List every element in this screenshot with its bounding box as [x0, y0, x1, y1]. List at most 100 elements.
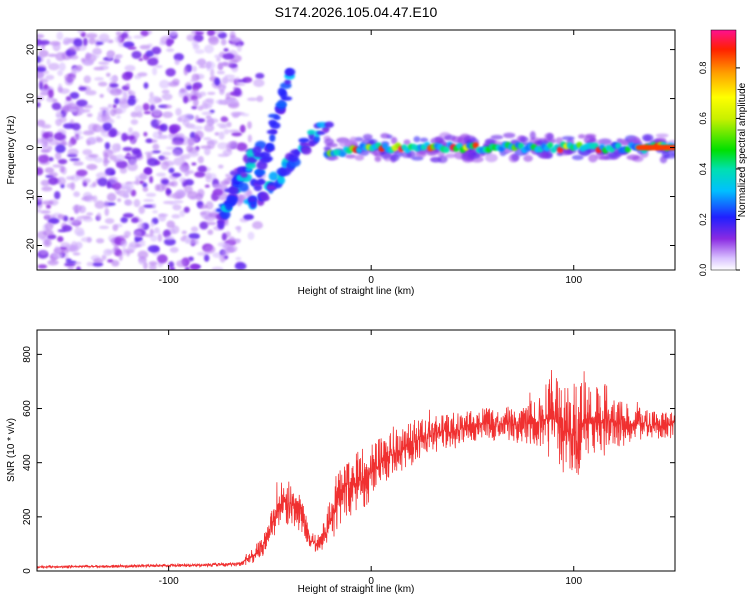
- diagonal-streak-3-blob: [313, 135, 320, 142]
- noise-blob: [60, 242, 70, 248]
- snr-plot-area: [37, 369, 675, 570]
- noise-blob: [48, 131, 53, 136]
- noise-blob: [95, 137, 104, 143]
- noise-blob: [65, 260, 77, 264]
- noise-blob: [47, 259, 59, 266]
- noise-blob: [67, 140, 73, 148]
- noise-blob: [143, 82, 149, 89]
- noise-blob: [255, 72, 265, 79]
- x-tick-label: -100: [159, 576, 179, 587]
- noise-blob: [203, 245, 216, 254]
- noise-blob: [210, 68, 215, 78]
- noise-blob: [54, 191, 61, 200]
- noise-blob: [197, 155, 204, 164]
- noise-blob: [138, 205, 146, 215]
- noise-blob: [116, 115, 121, 119]
- noise-blob: [133, 133, 138, 141]
- noise-blob: [82, 149, 93, 156]
- spectrogram-plot-area: [37, 30, 675, 270]
- noise-blob: [179, 177, 186, 183]
- band-halo: [403, 139, 411, 146]
- x-tick-label: 100: [565, 275, 582, 286]
- noise-blob: [139, 44, 151, 50]
- noise-blob: [159, 79, 170, 89]
- noise-blob: [76, 266, 81, 270]
- noise-blob: [92, 262, 104, 267]
- noise-blob: [166, 48, 175, 53]
- diagonal-streak-3-blob: [298, 137, 310, 143]
- noise-blob: [41, 186, 53, 192]
- noise-blob: [79, 215, 92, 220]
- noise-blob: [55, 113, 64, 118]
- noise-blob: [52, 164, 62, 168]
- noise-blob: [115, 31, 122, 36]
- noise-blob: [106, 51, 113, 60]
- noise-blob: [95, 41, 104, 45]
- noise-blob: [48, 156, 54, 162]
- noise-blob: [137, 222, 145, 231]
- band-halo: [430, 156, 442, 163]
- band-halo: [444, 153, 456, 159]
- noise-blob: [44, 240, 50, 246]
- band-halo: [599, 155, 610, 161]
- noise-blob: [85, 33, 98, 39]
- noise-blob: [219, 254, 226, 263]
- noise-blob: [56, 176, 66, 186]
- noise-blob: [43, 83, 49, 90]
- noise-blob: [92, 54, 100, 59]
- diagonal-streak-3-blob: [277, 176, 286, 185]
- diagonal-streak-2-blob: [254, 169, 265, 176]
- noise-blob: [52, 42, 61, 52]
- noise-blob: [181, 230, 187, 235]
- noise-blob: [236, 226, 242, 233]
- noise-blob: [233, 87, 242, 96]
- diagonal-streak-2-blob: [280, 89, 288, 100]
- noise-blob: [103, 200, 109, 209]
- noise-blob: [72, 204, 82, 212]
- noise-blob: [133, 198, 141, 208]
- noise-blob: [252, 221, 263, 230]
- noise-blob: [165, 146, 176, 150]
- band-halo: [503, 132, 516, 139]
- noise-blob: [191, 162, 197, 166]
- band-halo: [430, 137, 445, 145]
- noise-blob: [82, 130, 95, 136]
- noise-blob: [130, 119, 139, 125]
- band-halo: [663, 153, 675, 159]
- noise-blob: [37, 34, 45, 39]
- noise-blob: [69, 158, 80, 162]
- noise-blob: [106, 181, 111, 189]
- noise-blob: [40, 210, 51, 214]
- diagonal-streak-2-blob: [243, 213, 254, 221]
- noise-blob: [143, 131, 148, 137]
- noise-blob: [221, 232, 228, 241]
- noise-blob: [225, 92, 231, 100]
- diagonal-streak-2-blob: [275, 102, 287, 108]
- noise-blob: [203, 123, 215, 133]
- noise-blob: [205, 221, 217, 226]
- noise-blob: [186, 85, 193, 90]
- band-halo: [380, 133, 390, 139]
- band-halo: [339, 139, 352, 148]
- noise-blob: [197, 165, 207, 173]
- noise-blob: [86, 212, 94, 216]
- noise-blob: [76, 64, 83, 71]
- y-tick-label: 200: [22, 508, 33, 525]
- noise-blob: [98, 61, 110, 65]
- noise-blob: [130, 138, 136, 145]
- noise-blob: [104, 218, 115, 224]
- band-halo: [419, 137, 429, 143]
- noise-blob: [48, 62, 60, 71]
- noise-blob: [165, 68, 176, 77]
- band-core: [547, 142, 554, 149]
- noise-blob: [147, 57, 159, 66]
- noise-blob: [131, 50, 142, 59]
- noise-blob: [95, 172, 108, 179]
- noise-blob: [228, 236, 236, 246]
- noise-blob: [191, 125, 204, 131]
- diagonal-streak-1-blob: [229, 185, 240, 195]
- colorbar-gradient: [710, 29, 737, 271]
- noise-blob: [172, 204, 182, 211]
- colorbar-tick-label: 0.8: [698, 62, 708, 75]
- noise-blob: [108, 176, 118, 186]
